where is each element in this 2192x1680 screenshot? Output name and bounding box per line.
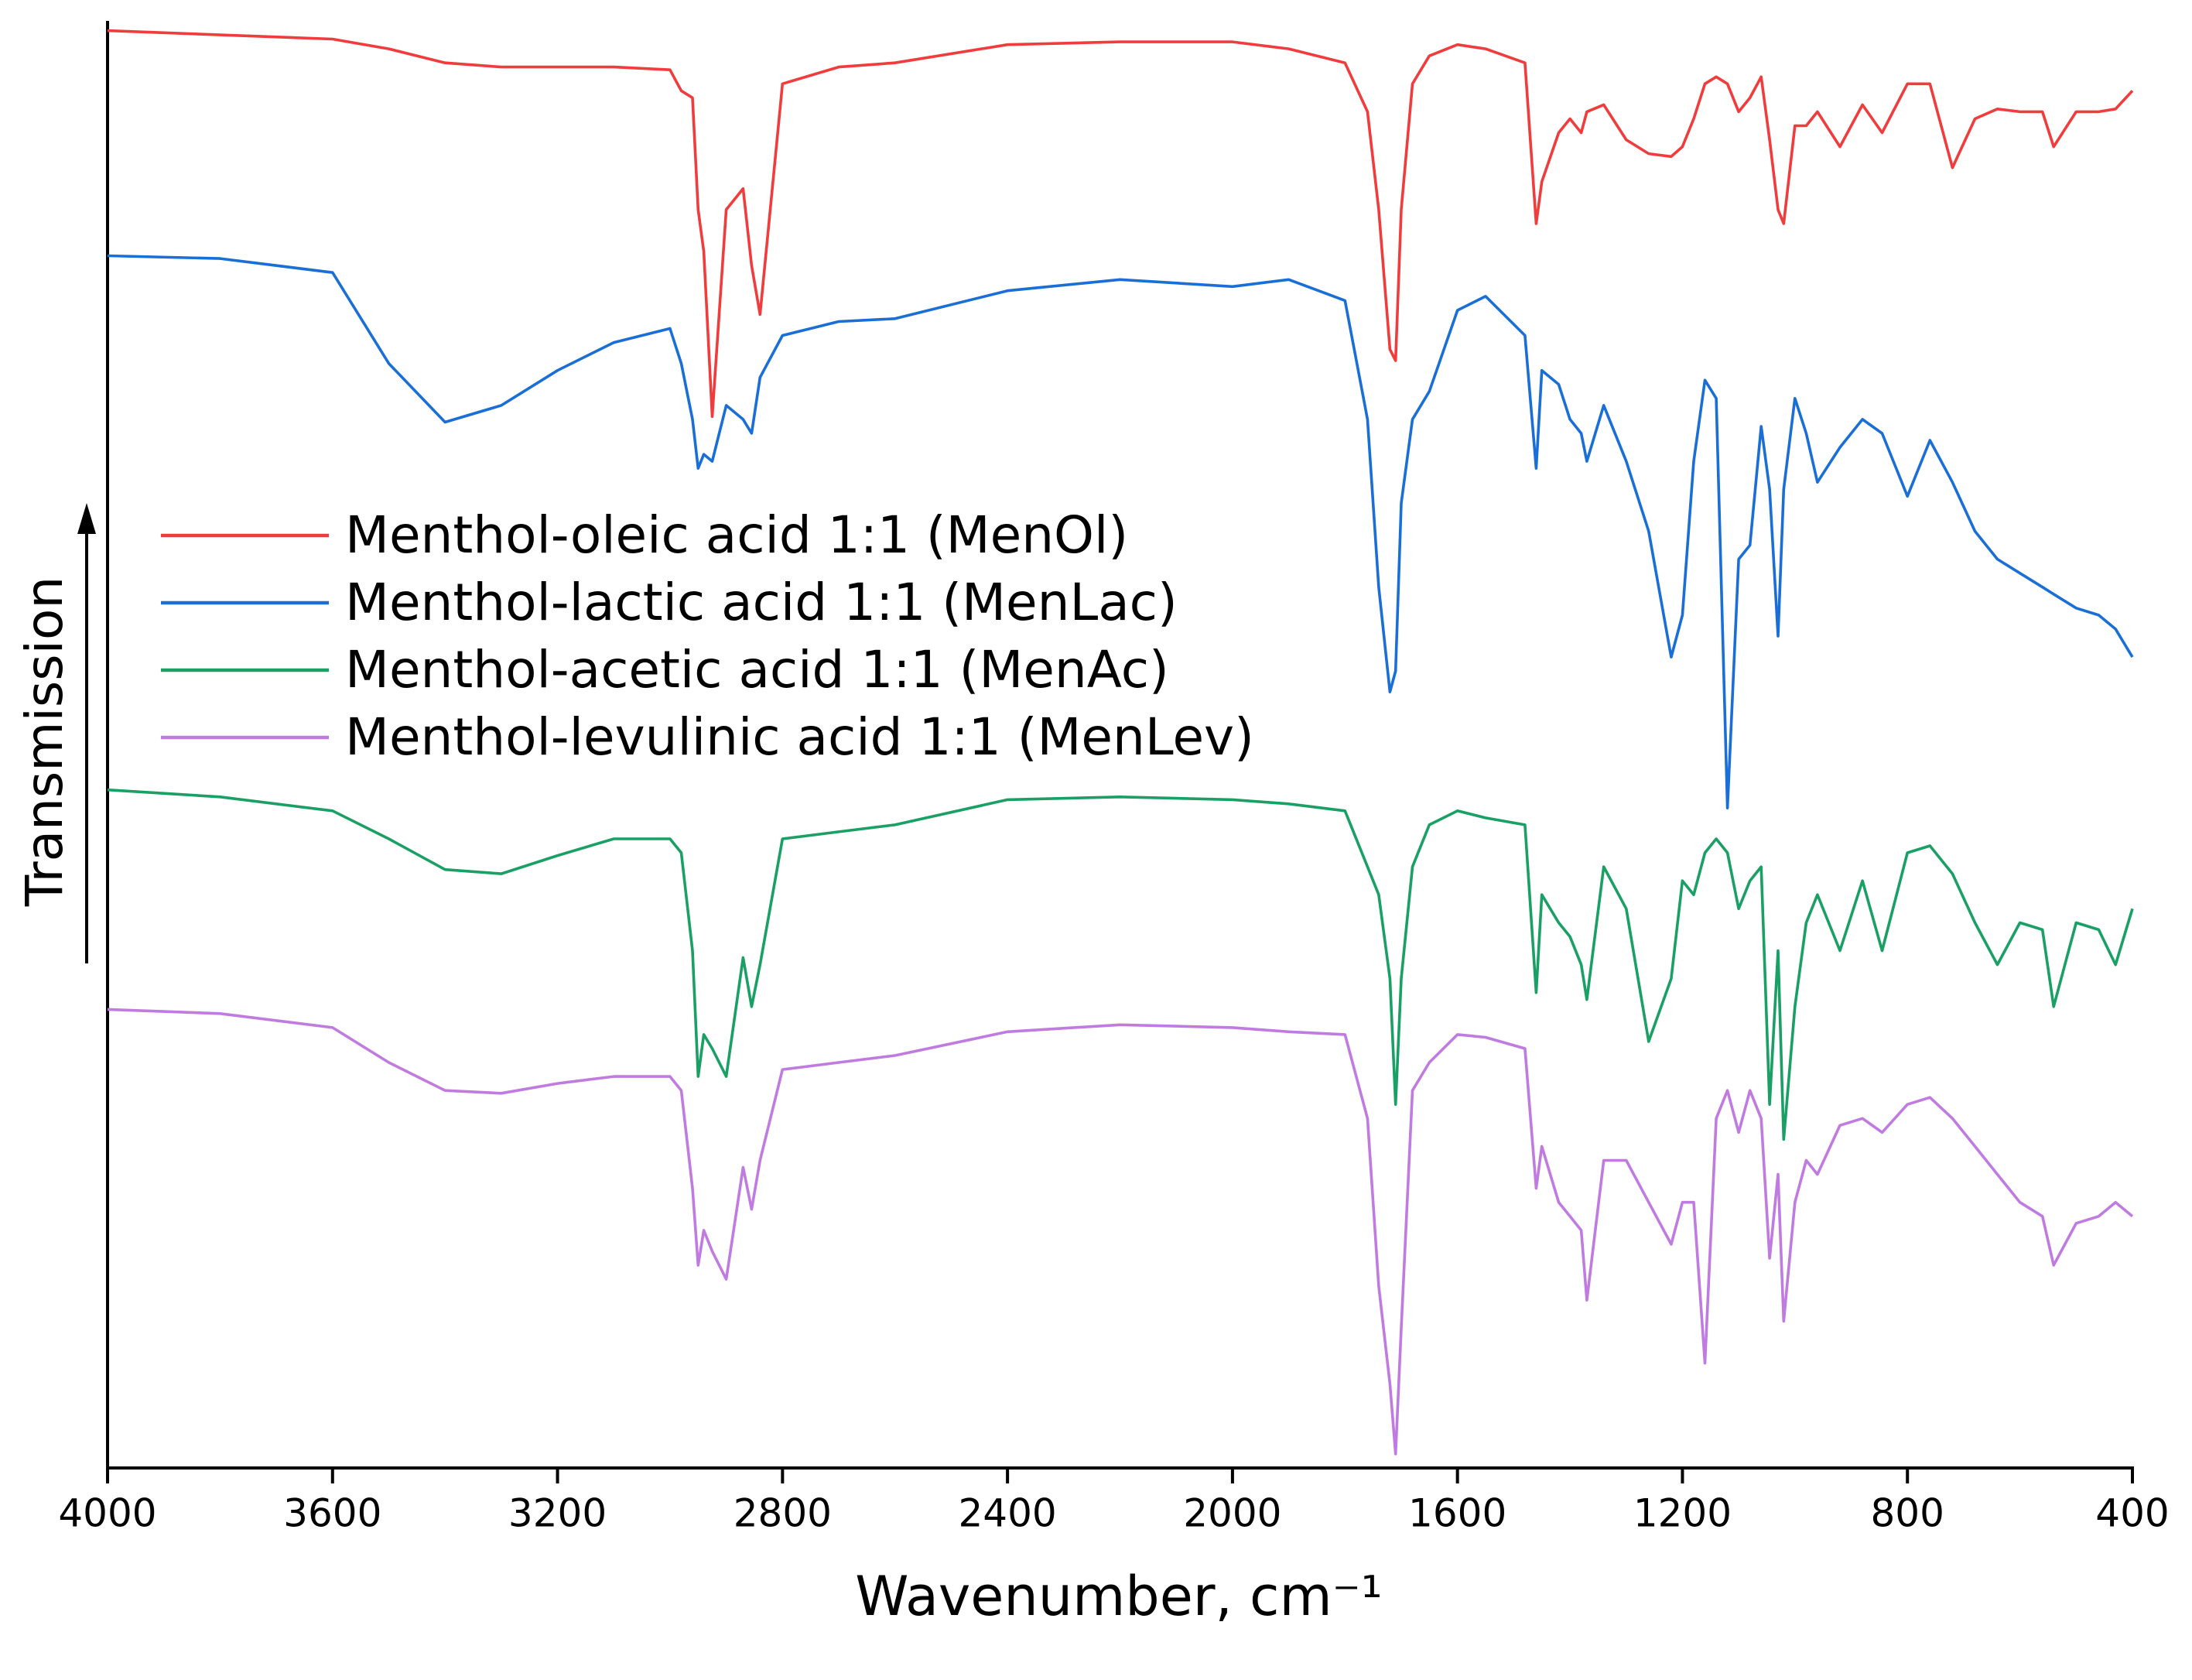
- y-axis-title: Transmission: [15, 577, 74, 907]
- legend-label: Menthol-acetic acid 1:1 (MenAc): [345, 640, 1169, 700]
- x-tick-label: 1200: [1633, 1491, 1732, 1536]
- x-tick-label: 800: [1871, 1491, 1944, 1536]
- x-tick-label: 2400: [958, 1491, 1056, 1536]
- legend-label: Menthol-oleic acid 1:1 (MenOl): [345, 505, 1128, 565]
- x-tick-label: 1600: [1408, 1491, 1506, 1536]
- x-tick-label: 3600: [283, 1491, 381, 1536]
- series-line: [107, 29, 2134, 419]
- x-tick-label: 4000: [58, 1491, 156, 1536]
- legend-label: Menthol-lactic acid 1:1 (MenLac): [345, 573, 1178, 632]
- x-tick-label: 400: [2095, 1491, 2169, 1536]
- series-line: [107, 1008, 2134, 1456]
- x-tick-label: 2800: [734, 1491, 832, 1536]
- x-tick-label: 3200: [508, 1491, 607, 1536]
- series-line: [107, 788, 2134, 1141]
- y-axis-arrow-head: [77, 503, 96, 534]
- series-line: [107, 254, 2134, 809]
- x-tick-label: 2000: [1183, 1491, 1281, 1536]
- x-axis-title: Wavenumber, cm⁻¹: [855, 1565, 1383, 1628]
- legend-label: Menthol-levulinic acid 1:1 (MenLev): [345, 707, 1254, 767]
